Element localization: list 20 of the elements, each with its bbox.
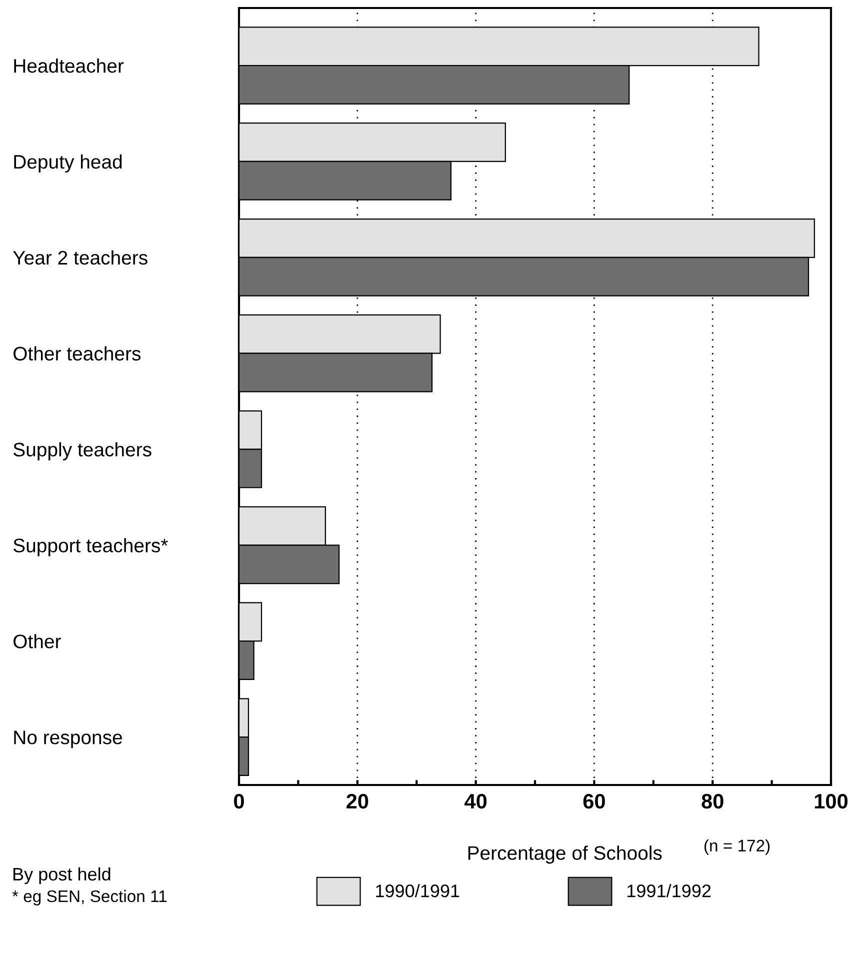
y-tick-label: Headteacher xyxy=(14,58,124,73)
y-tick-label: Deputy head xyxy=(14,154,122,173)
text: * eg SEN, Section 11 xyxy=(12,890,167,906)
x-tick-label: 80 xyxy=(702,794,724,809)
y-tick-label: Support teachers* xyxy=(13,538,168,556)
y-tick-label: No response xyxy=(14,730,122,748)
x-tick-label: 100 xyxy=(814,794,848,809)
text: By post held xyxy=(13,867,110,884)
x-axis-title: Percentage of Schools xyxy=(468,846,662,864)
text: (n = 172) xyxy=(704,839,770,855)
x-tick-label: 40 xyxy=(464,794,487,809)
y-tick-label: Other xyxy=(14,634,61,648)
legend-label: 1991/1992 xyxy=(628,884,711,898)
y-tick-label: Year 2 teachers xyxy=(13,250,148,265)
legend-label: 1990/1991 xyxy=(376,884,460,898)
x-tick-label: 20 xyxy=(346,794,368,809)
y-tick-label: Other teachers xyxy=(14,346,141,361)
x-tick-label: 60 xyxy=(583,794,605,809)
x-tick-label: 0 xyxy=(234,794,244,809)
y-tick-label: Supply teachers xyxy=(13,442,152,460)
